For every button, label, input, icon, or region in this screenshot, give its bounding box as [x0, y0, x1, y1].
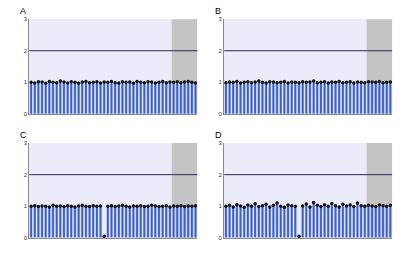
svg-text:0: 0: [24, 111, 28, 117]
svg-text:D: D: [215, 130, 222, 140]
svg-text:1: 1: [24, 79, 28, 85]
svg-text:3: 3: [219, 140, 223, 146]
svg-text:1: 1: [219, 203, 223, 209]
svg-text:1: 1: [24, 203, 28, 209]
svg-text:2: 2: [219, 172, 223, 178]
svg-text:2: 2: [24, 48, 28, 54]
svg-text:0: 0: [24, 235, 28, 241]
svg-text:0: 0: [219, 111, 223, 117]
svg-text:B: B: [215, 6, 221, 16]
svg-text:1: 1: [219, 79, 223, 85]
svg-text:2: 2: [24, 172, 28, 178]
svg-text:3: 3: [24, 16, 28, 22]
svg-text:C: C: [20, 130, 27, 140]
svg-text:2: 2: [219, 48, 223, 54]
svg-text:0: 0: [219, 235, 223, 241]
svg-text:3: 3: [24, 140, 28, 146]
svg-text:3: 3: [219, 16, 223, 22]
svg-text:A: A: [20, 6, 26, 16]
